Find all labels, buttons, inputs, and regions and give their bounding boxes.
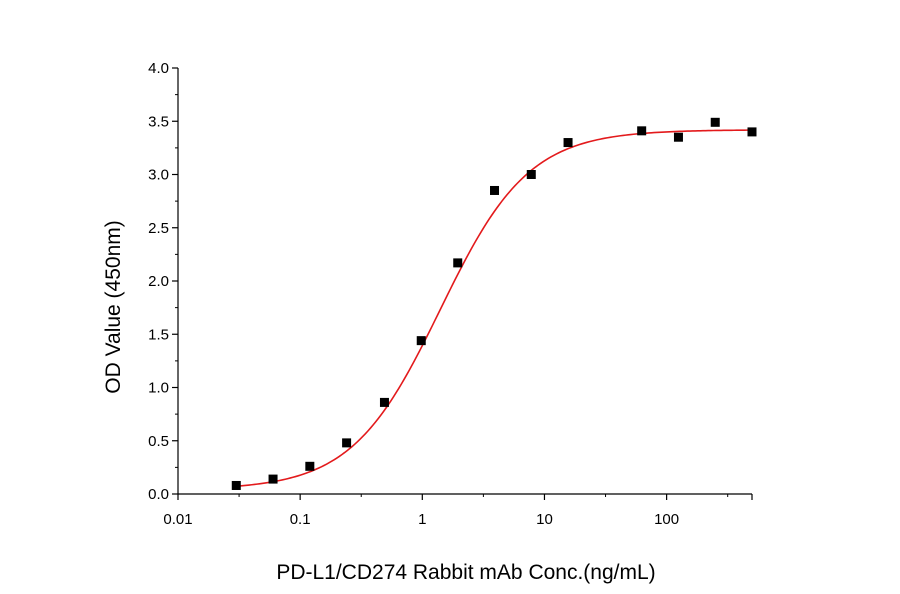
x-tick-label: 100: [654, 511, 679, 528]
y-tick-label: 1.5: [148, 326, 169, 343]
data-point: [563, 138, 573, 148]
data-point: [231, 480, 241, 490]
data-point: [673, 132, 683, 142]
x-axis-title: PD-L1/CD274 Rabbit mAb Conc.(ng/mL): [276, 561, 655, 584]
data-point: [710, 117, 720, 127]
data-point: [416, 336, 426, 346]
y-tick-label: 3.5: [148, 113, 169, 130]
data-point: [453, 258, 463, 268]
y-tick-label: 2.5: [148, 220, 169, 237]
data-point: [379, 397, 389, 407]
y-tick-label: 1.0: [148, 380, 169, 397]
data-point: [526, 170, 536, 179]
data-point: [637, 126, 647, 136]
data-point: [305, 461, 315, 471]
y-tick-label: 4.0: [148, 60, 169, 77]
y-tick-label: 0.0: [148, 486, 169, 503]
x-tick-label: 0.1: [290, 511, 311, 528]
x-tick-label: 1: [418, 511, 426, 528]
fit-curve: [236, 129, 753, 487]
data-point: [342, 438, 352, 448]
data-point: [268, 474, 278, 484]
y-tick-label: 2.0: [148, 273, 169, 290]
data-point: [490, 185, 500, 195]
x-axis-ticks: 0.01 0.1 1 10 100: [163, 494, 753, 528]
y-axis-title: OD Value (450nm): [102, 220, 125, 394]
y-tick-label: 0.5: [148, 433, 169, 450]
data-point: [747, 127, 757, 137]
x-tick-label: 0.01: [163, 511, 192, 528]
y-tick-label: 3.0: [148, 167, 169, 184]
x-tick-label: 10: [536, 511, 553, 528]
data-points: [231, 117, 757, 490]
y-axis-ticks: 0.0 0.5 1.0 1.5 2.0 2.5 3.0 3.5 4.0: [148, 60, 178, 503]
